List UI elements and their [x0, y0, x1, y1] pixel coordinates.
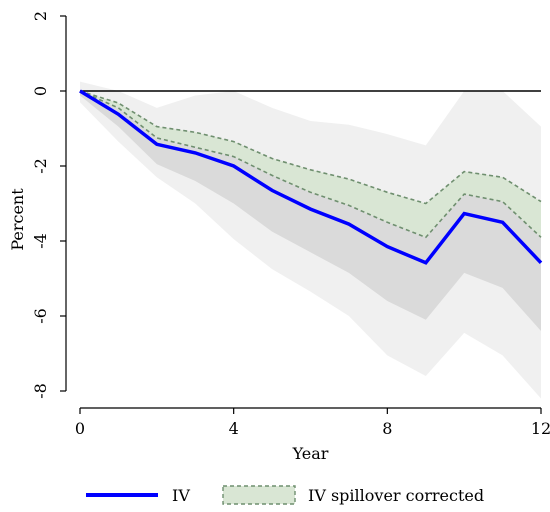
legend-corrected-swatch — [222, 485, 296, 505]
y-tick-label: 0 — [31, 86, 50, 96]
y-tick-label: -2 — [31, 158, 50, 174]
y-axis-title: Percent — [8, 188, 27, 251]
axes — [65, 16, 541, 409]
iv-series-line — [79, 89, 543, 265]
legend: IV IV spillover corrected — [86, 485, 484, 505]
x-tick-label: 12 — [531, 419, 550, 438]
x-tick-label: 8 — [382, 419, 392, 438]
y-tick-label: -6 — [31, 308, 50, 324]
legend-corrected-label: IV spillover corrected — [308, 486, 484, 505]
y-tick-label: -4 — [31, 233, 50, 249]
corrected-band-upper-edge — [79, 90, 542, 205]
x-axis-title: Year — [292, 444, 329, 463]
x-tick-label: 4 — [229, 419, 239, 438]
x-tick-label: 0 — [75, 419, 85, 438]
y-tick-label: -8 — [31, 383, 50, 399]
spillover-corrected-band — [79, 90, 542, 239]
confidence-bands — [80, 81, 541, 399]
corrected-band-lower-edge — [79, 90, 542, 239]
y-tick-label: 2 — [31, 11, 50, 21]
inner-confidence-band — [80, 91, 541, 331]
tick-marks-and-labels: 2 0 -2 -4 -6 -8 0 4 8 12 — [31, 11, 550, 438]
legend-iv-label: IV — [172, 486, 190, 505]
